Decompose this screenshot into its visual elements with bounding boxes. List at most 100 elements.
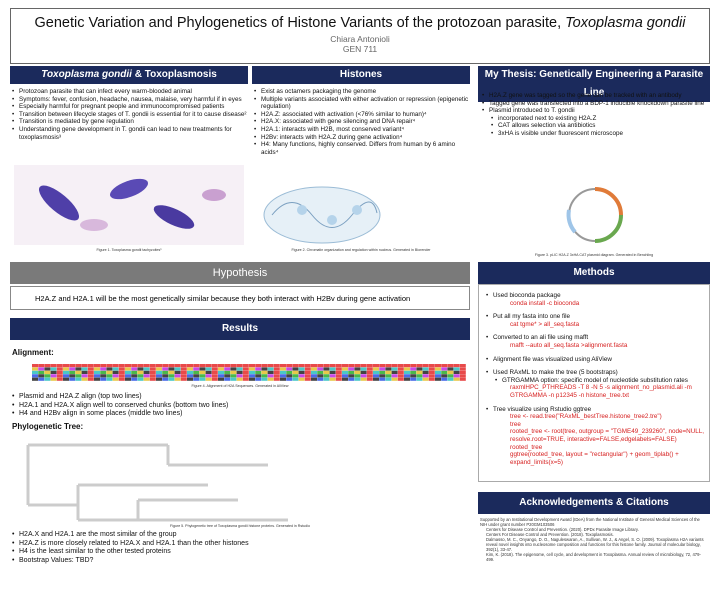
alignment-cell [156,367,162,371]
alignment-cell [211,367,218,371]
reference: Dalmasso, M. C., Onyango, D. O., Nagules… [486,537,704,552]
bullet: Multiple variants associated with either… [252,96,470,111]
alignment-cell [373,364,379,368]
alignment-cell [125,370,131,374]
plasmid-image [566,187,623,243]
alignment-cell [224,367,231,371]
bullet: H2A.X and H2A.1 are the most similar of … [10,531,470,540]
alignment-cell [459,377,466,381]
alignment-cell [286,370,293,374]
alignment-cell [75,377,82,381]
alignment-cell [286,367,293,371]
bullet: Transition between lifecycle stages of T… [10,111,248,119]
alignment-cell [459,364,466,368]
alignment-cell [267,374,274,378]
alignment-cell [199,374,206,378]
alignment-cell [236,367,243,371]
alignment-cell [249,367,255,371]
alignment-cell [391,374,398,378]
alignment-cell [199,364,206,368]
alignment-cell [366,374,373,378]
section-heading: Results [10,318,470,340]
alignment-cell [56,367,63,371]
alignment-cell [255,377,262,381]
alignment-cell [168,370,175,374]
alignment-cell [149,374,156,378]
alignment-cell [218,367,224,371]
alignment-cell [63,367,69,371]
alignment-cell [224,374,231,378]
subheading: Alignment: [12,348,54,357]
alignment-image [32,364,466,381]
alignment-cell [44,370,51,374]
alignment-cell [162,374,169,378]
alignment-cell [87,364,94,368]
alignment-cell [87,370,94,374]
alignment-cell [267,370,274,374]
alignment-cell [149,377,156,381]
alignment-cell [94,367,100,371]
alignment-cell [224,364,231,368]
alignment-cell [106,374,113,378]
alignment-cell [149,367,156,371]
alignment-cell [404,374,410,378]
bullet: Understanding gene development in T. gon… [10,126,248,141]
alignment-cell [373,377,379,381]
alignment-cell [441,374,448,378]
alignment-cell [118,370,125,374]
alignment-cell [323,374,330,378]
alignment-cell [137,377,144,381]
alignment-cell [385,367,392,371]
alignment-cell [453,374,460,378]
alignment-cell [404,367,410,371]
alignment-cell [280,377,286,381]
alignment-cell [366,377,373,381]
alignment-cell [360,364,367,368]
course: GEN 711 [342,44,378,54]
alignment-cell [56,377,63,381]
title-text: Genetic Variation and Phylogenetics of H… [34,15,562,31]
alignment-cell [435,370,441,374]
bullet: Used RAxML to make the tree (5 bootstrap… [484,369,706,377]
alignment-cell [131,374,138,378]
alignment-cell [38,377,45,381]
alignment-cell [125,364,131,368]
alignment-cell [137,367,144,371]
alignment-cell [156,374,162,378]
alignment-cell [112,364,119,368]
hypothesis-text: H2A.Z and H2A.1 will be the most genetic… [10,286,470,310]
alignment-cell [168,374,175,378]
alignment-cell [81,370,88,374]
code-line: conda install -c bioconda [510,299,580,307]
alignment-cell [137,364,144,368]
alignment-cell [329,367,336,371]
alignment-cell [118,367,125,371]
alignment-cell [81,377,88,381]
alignment-cell [38,374,45,378]
alignment-cell [379,364,386,368]
alignment-cell [180,377,187,381]
alignment-cell [106,370,113,374]
alignment-cell [311,377,317,381]
alignment-cell [230,374,237,378]
alignment-cell [286,364,293,368]
alignment-cell [317,370,324,374]
alignment-cell [404,377,410,381]
alignment-cell [106,377,113,381]
alignment-cell [453,370,460,374]
alignment-cell [143,377,150,381]
alignment-cell [335,370,342,374]
alignment-cell [317,377,324,381]
alignment-cell [317,374,324,378]
alignment-cell [335,364,342,368]
heading-italic: Toxoplasma gondii [41,69,132,80]
alignment-cell [199,377,206,381]
alignment-cell [354,374,361,378]
alignment-cell [404,364,410,368]
title: Genetic Variation and Phylogenetics of H… [11,15,709,31]
alignment-cell [249,374,255,378]
alignment-cell [249,377,255,381]
alignment-cell [298,377,305,381]
bullet: Alignment file was visualized using AliV… [484,356,706,364]
